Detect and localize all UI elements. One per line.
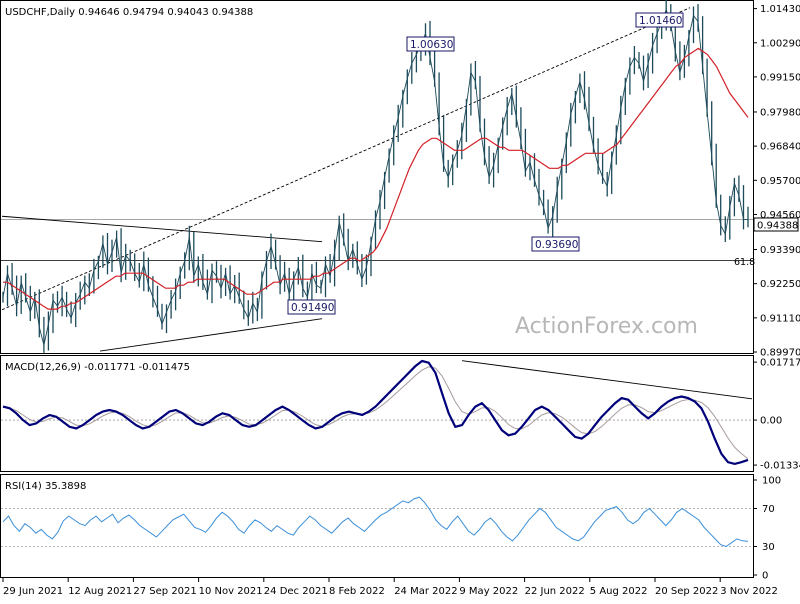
x-tick-label: 5 Aug 2022 (590, 586, 648, 597)
macd-pane (1, 359, 753, 466)
rsi-title: RSI(14) 35.3898 (5, 481, 86, 492)
x-tick-label: 20 Sep 2022 (655, 586, 718, 597)
x-tick-label: 22 Jun 2022 (525, 586, 585, 597)
rsi-y-tick-label: 100 (762, 476, 781, 487)
triangle-lower-line (99, 318, 323, 352)
x-tick-label: 10 Nov 2021 (199, 586, 263, 597)
price-title: USDCHF,Daily 0.94646 0.94794 0.94043 0.9… (5, 7, 253, 18)
triangle-upper-line (1, 215, 323, 243)
x-tick-label: 12 Aug 2021 (68, 586, 132, 597)
callout-low-1: 0.93690 (531, 236, 580, 252)
rsi-pane-frame (0, 474, 754, 578)
callout-box (406, 36, 455, 52)
price-y-tick-label: 0.96840 (760, 142, 800, 153)
current-price-label: 0.94388 (757, 221, 798, 232)
current-price-box (753, 217, 799, 232)
callout-label: 0.93690 (535, 239, 578, 251)
rsi-line (2, 496, 749, 548)
macd-pane-frame (0, 355, 754, 472)
price-y-tick-label: 0.99150 (760, 72, 800, 83)
price-y-tick-label: 0.95700 (760, 176, 800, 187)
callout-low-2: 0.91490 (287, 299, 336, 315)
price-y-tick-label: 1.01430 (760, 4, 800, 15)
price-y-tick-label: 0.94560 (760, 210, 800, 221)
price-pane (1, 0, 753, 353)
current-price-marker: 0.94388 (753, 217, 799, 232)
macd-y-tick-label: 0.017176 (760, 358, 800, 369)
rsi-y-tick-label: 0 (762, 571, 768, 582)
axes: 1.01430 1.00290 0.99150 0.97980 0.96840 0.957… (2, 4, 800, 597)
macd-line (2, 359, 749, 466)
x-tick-label: 24 Mar 2022 (394, 586, 457, 597)
callout-box (635, 12, 684, 28)
x-tick-label: 24 Dec 2021 (264, 586, 328, 597)
x-tick-label: 8 Feb 2022 (329, 586, 385, 597)
price-pane-frame (0, 0, 754, 354)
macd-signal-line (2, 366, 749, 460)
macd-trendline (461, 360, 753, 400)
macd-y-tick-label: -0.01334 (760, 461, 800, 472)
macd-title: MACD(12,26,9) -0.011771 -0.011475 (5, 362, 190, 373)
callout-box (531, 236, 580, 252)
x-tick-label: 27 Sep 2021 (133, 586, 196, 597)
watermark: ActionForex.com (515, 314, 698, 339)
price-y-tick-label: 0.92250 (760, 279, 800, 290)
rsi-y-tick-label: 30 (762, 542, 775, 553)
price-y-tick-label: 1.00290 (760, 38, 800, 49)
callout-high-2: 1.00630 (406, 36, 455, 52)
x-tick-label: 29 Jun 2021 (3, 586, 63, 597)
x-tick-label: 9 May 2022 (459, 586, 518, 597)
price-y-tick-label: 0.93390 (760, 245, 800, 256)
price-y-tick-label: 0.97980 (760, 108, 800, 119)
callout-label: 1.00630 (410, 39, 453, 51)
rsi-pane (1, 496, 753, 548)
callout-box (287, 299, 336, 315)
price-y-tick-label: 0.89970 (760, 348, 800, 359)
price-close-line (2, 8, 749, 346)
callout-label: 1.01460 (639, 15, 682, 27)
callout-high-1: 1.01460 (635, 12, 684, 28)
moving-average-line (3, 47, 749, 310)
fib-label: 61.8 (734, 257, 755, 268)
x-tick-label: 3 Nov 2022 (720, 586, 778, 597)
rsi-y-tick-label: 70 (762, 504, 775, 515)
dotted-trendline (1, 7, 691, 311)
macd-y-tick-label: 0.00 (760, 416, 782, 427)
price-y-tick-label: 0.91110 (760, 313, 800, 324)
callout-label: 0.91490 (291, 302, 334, 314)
